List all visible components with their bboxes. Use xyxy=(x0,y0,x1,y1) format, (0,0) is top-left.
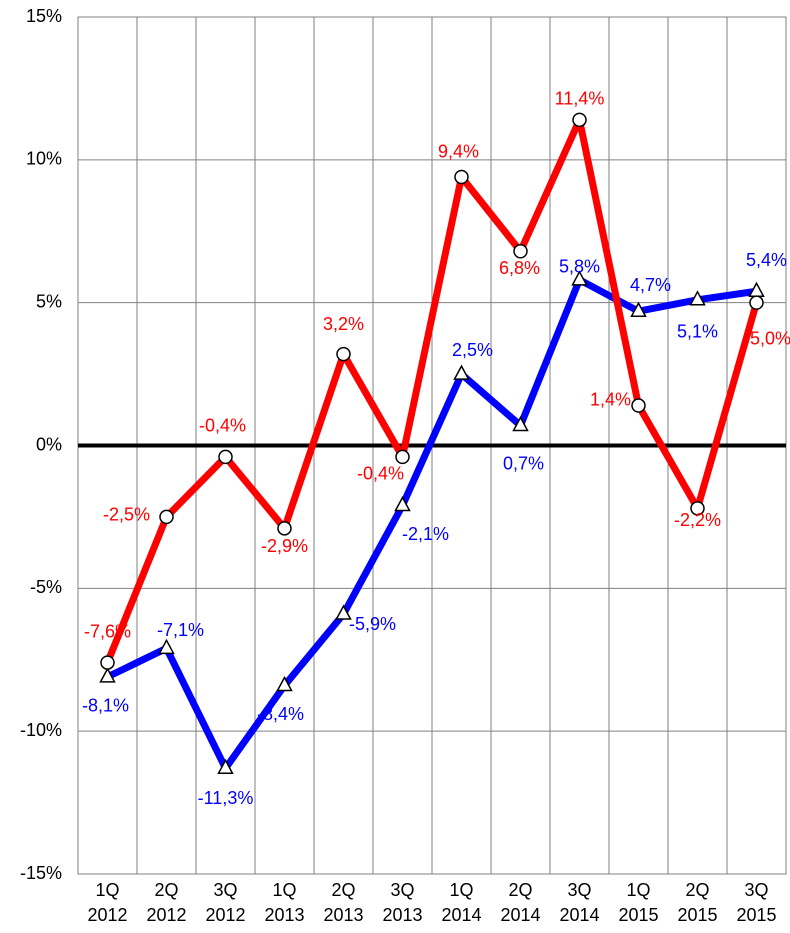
marker xyxy=(571,270,588,286)
data-label: -2,5% xyxy=(103,505,150,525)
data-label: -2,2% xyxy=(674,510,721,530)
y-tick-label: 0% xyxy=(36,434,62,454)
marker xyxy=(336,346,351,362)
x-tick-label: 1Q 2015 xyxy=(618,880,659,925)
data-label: 5,1% xyxy=(677,322,718,342)
series-line xyxy=(104,116,760,664)
marker xyxy=(512,415,529,432)
marker xyxy=(454,169,469,185)
marker xyxy=(689,290,706,306)
data-label: 5,8% xyxy=(559,257,600,277)
x-tick-label: 3Q 2013 xyxy=(382,880,423,925)
marker xyxy=(690,501,705,516)
marker xyxy=(572,112,587,128)
marker xyxy=(100,655,115,670)
marker xyxy=(277,521,292,536)
marker xyxy=(99,667,116,683)
y-tick-label: 10% xyxy=(26,149,62,169)
marker xyxy=(394,495,411,512)
x-tick-label: 2Q 2014 xyxy=(500,880,541,925)
data-label: 6,8% xyxy=(499,258,540,278)
marker xyxy=(159,509,174,525)
data-label: 11,4% xyxy=(555,89,605,109)
data-label: -7,6% xyxy=(84,621,131,641)
y-tick-label: 5% xyxy=(36,291,62,311)
x-tick-label: 1Q 2012 xyxy=(87,880,128,925)
marker xyxy=(158,638,175,655)
x-tick-label: 3Q 2015 xyxy=(736,880,777,925)
data-label: 0,7% xyxy=(503,453,544,473)
x-tick-label: 3Q 2012 xyxy=(205,880,246,925)
marker xyxy=(513,243,528,259)
marker xyxy=(395,449,410,465)
x-tick-label: 2Q 2013 xyxy=(323,880,364,925)
data-label: 5,0% xyxy=(750,328,790,348)
marker xyxy=(631,398,646,413)
data-label: 1,4% xyxy=(590,389,631,409)
marker xyxy=(217,758,234,775)
data-label: 4,7% xyxy=(630,275,671,295)
data-label: 2,5% xyxy=(452,340,493,360)
data-label: 3,2% xyxy=(323,314,364,334)
data-label: -5,9% xyxy=(349,614,396,634)
y-tick-label: -10% xyxy=(20,720,62,740)
y-tick-label: -5% xyxy=(30,577,62,597)
data-label: -11,3% xyxy=(198,788,254,808)
data-label: 5,4% xyxy=(746,250,787,270)
marker xyxy=(218,449,233,465)
x-tick-label: 3Q 2014 xyxy=(559,880,600,925)
data-label: -8,1% xyxy=(82,696,129,716)
y-tick-label: -15% xyxy=(20,863,62,883)
series-line xyxy=(105,276,758,772)
data-label: -0,4% xyxy=(199,416,246,436)
x-tick-label: 2Q 2015 xyxy=(677,880,718,925)
marker xyxy=(335,604,352,620)
data-label: -0,4% xyxy=(357,464,404,484)
x-tick-label: 1Q 2013 xyxy=(264,880,305,925)
x-tick-label: 2Q 2012 xyxy=(146,880,187,925)
marker xyxy=(630,301,647,317)
marker xyxy=(276,675,293,692)
marker xyxy=(749,295,764,310)
marker xyxy=(453,364,470,380)
y-tick-label: 15% xyxy=(26,6,62,26)
data-label: -2,1% xyxy=(402,524,449,544)
data-label: -2,9% xyxy=(261,536,308,556)
data-label: -8,4% xyxy=(257,704,304,724)
x-tick-label: 1Q 2014 xyxy=(441,880,482,925)
data-label: 9,4% xyxy=(438,142,479,162)
data-label: -7,1% xyxy=(157,620,204,640)
